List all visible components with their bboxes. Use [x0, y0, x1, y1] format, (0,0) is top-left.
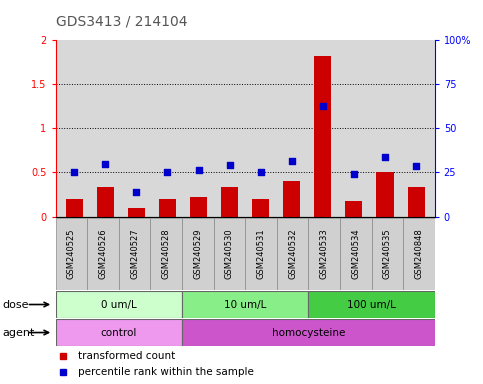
Point	[288, 158, 296, 164]
Bar	[345, 201, 362, 217]
Bar	[150, 218, 182, 290]
Point	[381, 154, 389, 160]
Bar	[245, 218, 277, 290]
Text: GSM240535: GSM240535	[383, 229, 392, 279]
Text: GSM240529: GSM240529	[193, 229, 202, 279]
Bar	[376, 172, 394, 217]
Text: 10 um/L: 10 um/L	[224, 300, 266, 310]
Point	[350, 171, 358, 177]
Text: GSM240532: GSM240532	[288, 229, 297, 279]
Text: transformed count: transformed count	[78, 351, 175, 361]
Bar	[97, 187, 114, 217]
Text: GSM240533: GSM240533	[320, 228, 328, 280]
Bar	[277, 218, 308, 290]
Text: agent: agent	[2, 328, 35, 338]
Bar	[182, 291, 308, 318]
Bar	[159, 199, 176, 217]
Point	[132, 189, 140, 195]
Text: GSM240526: GSM240526	[99, 229, 107, 279]
Text: control: control	[100, 328, 137, 338]
Bar	[56, 218, 87, 290]
Bar	[182, 319, 435, 346]
Bar	[308, 291, 435, 318]
Text: 100 um/L: 100 um/L	[347, 300, 396, 310]
Point	[319, 103, 327, 109]
Bar	[252, 199, 269, 217]
Point	[195, 167, 202, 173]
Bar	[87, 218, 119, 290]
Bar	[283, 181, 300, 217]
Text: GSM240531: GSM240531	[256, 229, 266, 279]
Text: GSM240534: GSM240534	[351, 229, 360, 279]
Bar	[408, 187, 425, 217]
Bar	[308, 218, 340, 290]
Point	[71, 169, 78, 175]
Point	[101, 161, 109, 167]
Point	[226, 162, 233, 169]
Bar	[128, 208, 145, 217]
Bar	[56, 319, 182, 346]
Text: dose: dose	[2, 300, 29, 310]
Text: 0 um/L: 0 um/L	[101, 300, 137, 310]
Point	[412, 163, 420, 169]
Text: GDS3413 / 214104: GDS3413 / 214104	[56, 15, 187, 28]
Point	[257, 169, 265, 175]
Bar	[314, 56, 331, 217]
Text: percentile rank within the sample: percentile rank within the sample	[78, 367, 254, 377]
Text: GSM240527: GSM240527	[130, 229, 139, 279]
Point	[164, 169, 171, 175]
Text: GSM240848: GSM240848	[414, 228, 424, 280]
Bar	[182, 218, 213, 290]
Text: GSM240528: GSM240528	[162, 229, 170, 279]
Bar	[221, 187, 238, 217]
Bar	[190, 197, 207, 217]
Text: homocysteine: homocysteine	[271, 328, 345, 338]
Bar	[213, 218, 245, 290]
Bar	[66, 199, 83, 217]
Bar	[340, 218, 371, 290]
Bar	[403, 218, 435, 290]
Bar	[371, 218, 403, 290]
Text: GSM240525: GSM240525	[67, 229, 76, 279]
Bar	[119, 218, 150, 290]
Text: GSM240530: GSM240530	[225, 229, 234, 279]
Bar	[56, 291, 182, 318]
